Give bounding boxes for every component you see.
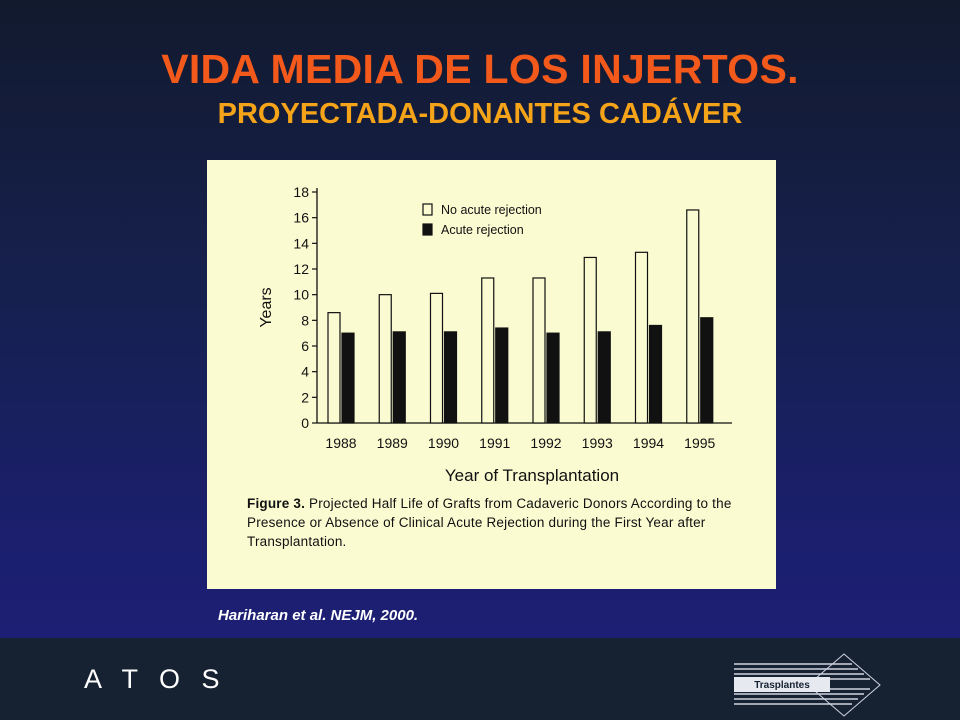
bar-no-rejection bbox=[429, 292, 444, 424]
y-tick-label: 14 bbox=[293, 235, 309, 251]
x-tick-label: 1992 bbox=[530, 435, 561, 451]
bar-chart: 0 2 4 6 8 10 12 14 16 18 Years 1988 1989 1990 1991 1992… bbox=[258, 184, 732, 485]
bar-acute-rejection bbox=[597, 331, 611, 424]
slide-title: VIDA MEDIA DE LOS INJERTOS. bbox=[161, 46, 799, 92]
y-tick-label: 0 bbox=[301, 415, 309, 431]
x-tick-label: 1993 bbox=[582, 435, 613, 451]
bar-no-rejection bbox=[686, 209, 700, 424]
x-tick-label: 1994 bbox=[633, 435, 664, 451]
footer-brand: A T O S bbox=[84, 664, 227, 694]
figure-caption-text: Projected Half Life of Grafts from Cadav… bbox=[247, 496, 732, 549]
footer-bar: A T O S Trasplantes bbox=[0, 638, 960, 720]
x-tick-label: 1990 bbox=[428, 435, 459, 451]
x-tick-label: 1988 bbox=[325, 435, 356, 451]
legend-swatch bbox=[422, 203, 433, 216]
x-tick-label: 1995 bbox=[684, 435, 715, 451]
bar-no-rejection bbox=[532, 277, 546, 424]
y-tick-label: 4 bbox=[301, 364, 309, 380]
y-tick-label: 12 bbox=[293, 261, 309, 277]
y-tick-label: 18 bbox=[293, 184, 309, 200]
x-tick-label: 1991 bbox=[479, 435, 510, 451]
y-tick-label: 8 bbox=[301, 312, 309, 328]
y-tick-label: 2 bbox=[301, 389, 309, 405]
bar-acute-rejection bbox=[648, 324, 663, 424]
bar-no-rejection bbox=[378, 294, 392, 424]
bar-acute-rejection bbox=[546, 332, 560, 424]
legend-label: Acute rejection bbox=[441, 223, 524, 237]
y-axis-label: Years bbox=[258, 287, 275, 327]
legend-label: No acute rejection bbox=[441, 203, 542, 217]
y-tick-label: 6 bbox=[301, 338, 309, 354]
trasplantes-logo: Trasplantes bbox=[734, 653, 881, 717]
bar-no-rejection bbox=[634, 251, 649, 424]
figure-panel: 0 2 4 6 8 10 12 14 16 18 Years 1988 1989 1990 1991 1992… bbox=[207, 160, 776, 589]
bar-acute-rejection bbox=[700, 317, 714, 424]
bar-acute-rejection bbox=[341, 332, 355, 424]
logo-text: Trasplantes bbox=[754, 680, 810, 691]
figure-caption-label: Figure 3. bbox=[247, 496, 306, 511]
slide-subtitle: PROYECTADA-DONANTES CADÁVER bbox=[217, 98, 743, 130]
figure-caption: Figure 3. Projected Half Life of Grafts … bbox=[247, 494, 747, 551]
bar-acute-rejection bbox=[495, 327, 509, 424]
x-tick-label: 1989 bbox=[377, 435, 408, 451]
bar-no-rejection bbox=[327, 312, 341, 424]
bar-no-rejection bbox=[481, 277, 495, 424]
y-tick-label: 10 bbox=[293, 287, 309, 303]
bar-acute-rejection bbox=[443, 331, 458, 424]
legend-swatch bbox=[422, 223, 433, 236]
y-tick-label: 16 bbox=[293, 210, 309, 226]
citation: Hariharan et al. NEJM, 2000. bbox=[218, 607, 419, 624]
x-axis-label: Year of Transplantation bbox=[445, 466, 619, 485]
bar-acute-rejection bbox=[392, 331, 406, 424]
bar-no-rejection bbox=[583, 256, 597, 424]
